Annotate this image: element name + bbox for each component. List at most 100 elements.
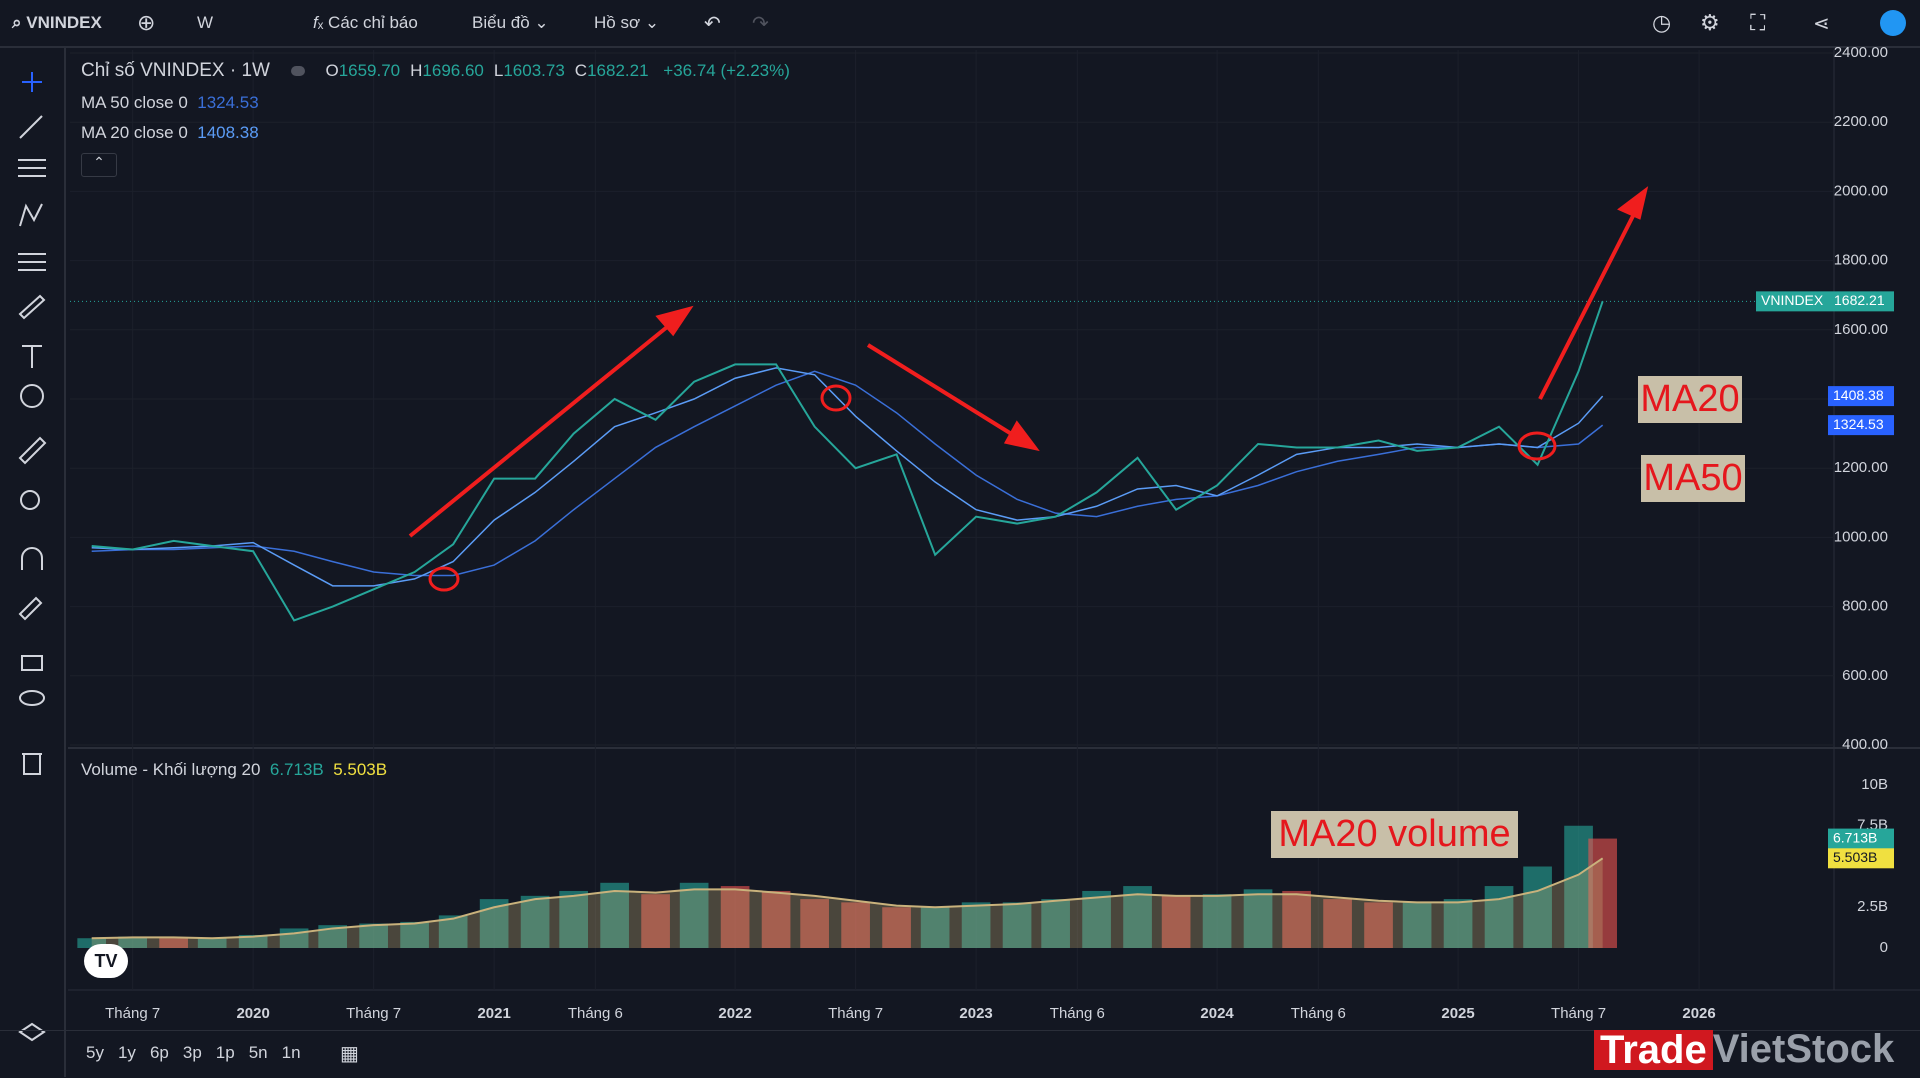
volume-bar [920,907,950,948]
volume-bar [318,925,348,948]
chart-menu[interactable]: Biểu đồ ⌄ [472,13,549,32]
volume-bar [77,938,107,948]
price-tag [1828,291,1894,312]
line-tool[interactable] [19,115,43,139]
range-button[interactable]: 5y [86,1043,104,1062]
range-button[interactable]: 5n [248,1043,268,1062]
range-button[interactable]: 6p [149,1043,169,1062]
layers[interactable] [18,1022,46,1042]
ma-area [91,858,1603,948]
y-tick-label: 1000.00 [1834,528,1888,545]
y-tick-label: 1200.00 [1834,459,1888,476]
crosshair-tool[interactable] [22,72,42,92]
x-tick-label: 2025 [1441,1005,1474,1022]
x-tick-label: Tháng 7 [105,1005,160,1022]
delete-tool[interactable] [22,753,42,775]
y-tick-label: 2400.00 [1834,44,1888,61]
tv-logo[interactable]: TV [84,944,128,978]
volume-bar [800,899,829,948]
range-button[interactable]: 1y [117,1043,136,1062]
volume-bar [1564,825,1593,948]
legend-toggle[interactable] [290,66,305,76]
volume-bar [400,921,429,948]
projection-tool[interactable] [18,253,46,271]
range-button[interactable]: 1p [215,1043,235,1062]
profile-menu[interactable]: Hồ sơ ⌄ [594,13,660,32]
indicators[interactable]: fₓ Các chỉ báo [313,13,418,32]
price-tag-label: 1408.38 [1833,387,1884,403]
y-tick-label: 10B [1861,776,1888,793]
volume-bar [1123,886,1152,948]
legend-title: Chỉ số VNINDEX · 1W [81,60,270,81]
y-tick-label: 1600.00 [1834,321,1888,338]
text-tool[interactable] [22,345,42,368]
arrow-head [1617,186,1649,220]
pattern-tool[interactable] [19,203,43,227]
undo[interactable]: ↶ [704,12,721,35]
volume-bar [520,895,550,948]
lock-tool[interactable] [21,655,43,671]
series-line [91,301,1604,622]
cross-circle [1517,431,1557,461]
ohlc-key: L [493,61,504,80]
profile-label: Hồ sơ [594,13,641,32]
symbol: VNINDEX [26,13,102,32]
zoom-tool[interactable] [20,490,40,510]
volume-bar [1202,894,1232,948]
indicators-label: Các chỉ báo [328,13,418,32]
hide-tool[interactable] [19,690,45,706]
ruler-tool[interactable] [18,436,47,465]
volume-bar [1443,899,1473,948]
price-tag [1828,415,1894,436]
range-button[interactable]: 1n [281,1043,301,1062]
redo[interactable]: ↷ [752,12,769,35]
ohlc-key: O [325,61,339,80]
volume-bar [961,902,991,948]
volume-bar [559,890,588,948]
x-tick-label: 2020 [236,1005,269,1022]
y-tick-label: 400.00 [1842,736,1888,753]
main-legend: Chỉ số VNINDEX · 1W O1659.70 H1696.60 L160… [81,60,790,82]
interval[interactable]: W [197,13,214,32]
ma20-legend: MA 20 close 0 1408.38 [81,123,259,143]
draw-lock-tool[interactable] [18,596,43,621]
tool-icons [18,72,47,1042]
cross-circle [428,566,460,592]
ohlc-value: 1659.70 [338,61,401,80]
fullscreen[interactable]: ⛶ [1750,10,1766,35]
collapse-legend[interactable]: ⌃ [81,153,117,177]
x-tick-label: 2026 [1682,1005,1715,1022]
annotations [408,186,1649,592]
replay[interactable]: ◷ [1652,10,1672,35]
volume-bar [1364,902,1393,948]
cross-circle [820,384,852,412]
price-tag [1828,848,1894,869]
fib-tool[interactable] [18,159,46,177]
add-symbol[interactable]: ⊕ [137,10,156,35]
volume-bar [761,890,791,948]
brush-tool[interactable] [18,294,46,320]
emoji-tool[interactable] [20,384,44,408]
x-tick-label: Tháng 6 [1050,1005,1105,1022]
ohlc-value: 1682.21 [587,61,649,80]
y-tick-label: 600.00 [1842,667,1888,684]
price-tag-label: 1324.53 [1833,416,1884,432]
date-range[interactable]: ▦ [340,1043,359,1065]
x-tick-label: 2022 [718,1005,751,1022]
volume-bar [1243,889,1273,948]
x-tick-label: Tháng 6 [568,1005,623,1022]
volume-legend: Volume - Khối lượng 20 6.713B 5.503B [81,760,387,780]
symbol-search[interactable]: ⌕ VNINDEX [12,13,102,32]
annotation-label: MA20 volume [1271,811,1518,858]
volume-bar [679,882,709,948]
logo[interactable] [1880,10,1906,36]
settings[interactable]: ⚙ [1700,10,1720,35]
share[interactable]: ⋖ [1813,12,1830,35]
ma50-name: MA 50 close 0 [81,93,188,112]
watermark: Trade VietStock [1594,1027,1894,1072]
price-tag [1828,828,1894,849]
range-button[interactable]: 3p [182,1043,202,1062]
magnet-tool[interactable] [21,547,43,570]
price-tag [1756,291,1828,312]
